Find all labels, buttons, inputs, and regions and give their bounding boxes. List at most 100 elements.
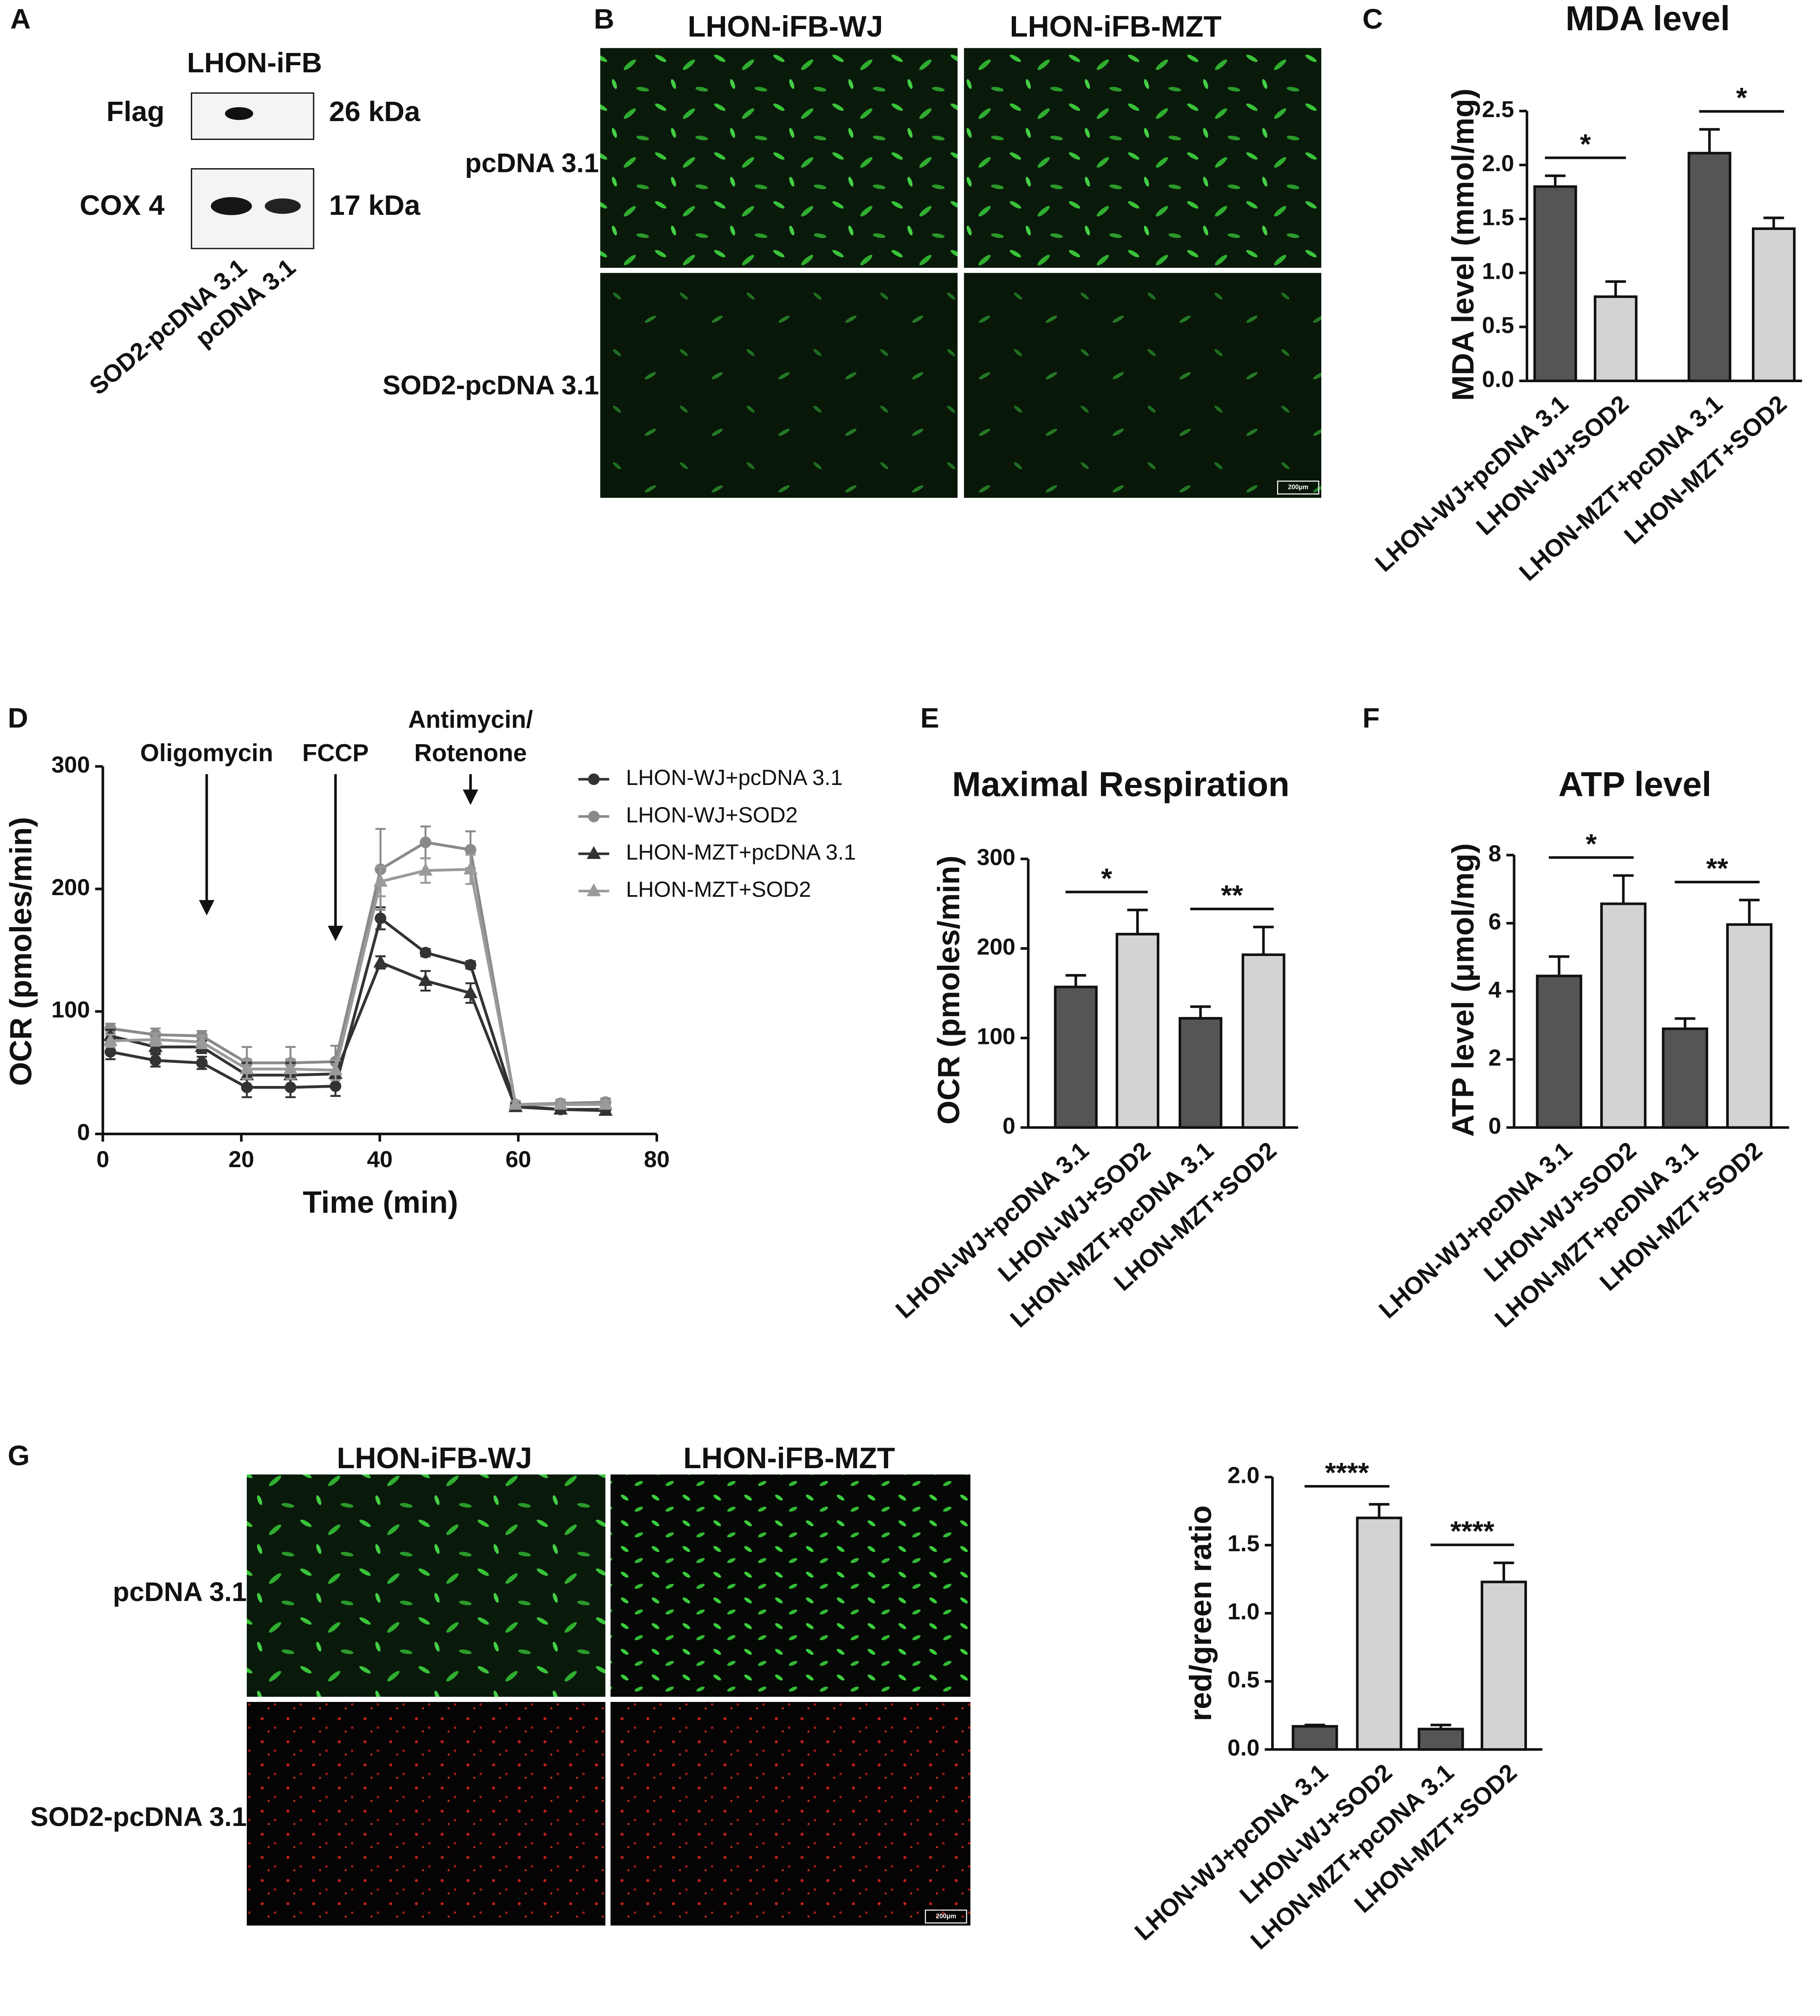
y-axis-label: OCR (pmoles/min) bbox=[931, 856, 966, 1125]
y-tick-label: 0.0 bbox=[1227, 1735, 1259, 1761]
legend-label: LHON-MZT+pcDNA 3.1 bbox=[626, 840, 856, 864]
bar bbox=[1241, 953, 1286, 1129]
legend-label: LHON-WJ+pcDNA 3.1 bbox=[626, 766, 843, 790]
error-bar bbox=[1613, 874, 1634, 904]
micrograph bbox=[964, 273, 1322, 498]
error-bar bbox=[1065, 974, 1086, 987]
blot-size: 26 kDa bbox=[329, 96, 420, 127]
y-tick-label: 0 bbox=[1003, 1112, 1016, 1139]
panel-label: B bbox=[594, 3, 614, 35]
bar bbox=[1726, 923, 1772, 1129]
bar bbox=[1054, 986, 1098, 1129]
scale-bar bbox=[925, 1909, 967, 1924]
micrograph bbox=[246, 1702, 606, 1926]
micrograph bbox=[600, 48, 958, 268]
marker bbox=[463, 985, 478, 999]
y-tick-label: 0.0 bbox=[1482, 366, 1514, 392]
panel-label: F bbox=[1362, 703, 1380, 734]
y-tick-label: 1.0 bbox=[1227, 1599, 1259, 1625]
annotation: Oligomycin bbox=[140, 740, 273, 767]
panel-label: A bbox=[10, 3, 31, 35]
error-bar bbox=[1699, 128, 1720, 153]
bar bbox=[1481, 1580, 1527, 1751]
error-bar bbox=[1549, 955, 1569, 976]
row-label: SOD2-pcDNA 3.1 bbox=[30, 1802, 247, 1832]
scale-bar-label: 200μm bbox=[936, 1913, 956, 1920]
chart-title: MDA level bbox=[1566, 0, 1730, 38]
annotation-arrow-head bbox=[328, 925, 344, 941]
y-tick-label: 300 bbox=[51, 751, 90, 777]
bar bbox=[1533, 185, 1577, 382]
error-bar bbox=[1675, 1017, 1696, 1029]
y-tick-label: 200 bbox=[977, 933, 1016, 959]
bar bbox=[1600, 902, 1647, 1129]
marker bbox=[373, 954, 388, 968]
significance-label: **** bbox=[1450, 1516, 1495, 1547]
x-tick-label: 80 bbox=[644, 1146, 669, 1172]
panel-label: G bbox=[8, 1440, 29, 1472]
series-line bbox=[110, 960, 606, 1112]
marker bbox=[420, 836, 431, 848]
y-tick-label: 4 bbox=[1488, 976, 1501, 1002]
y-tick-label: 1.5 bbox=[1227, 1530, 1259, 1556]
legend-label: LHON-MZT+SOD2 bbox=[626, 877, 811, 902]
significance-label: **** bbox=[1325, 1457, 1369, 1488]
y-axis-label: ATP level (μmol/mg) bbox=[1446, 843, 1480, 1137]
micrograph bbox=[964, 48, 1322, 268]
y-axis-label: MDA level (mmol/mg) bbox=[1446, 88, 1480, 401]
error-bar bbox=[1127, 909, 1148, 934]
row-label: pcDNA 3.1 bbox=[465, 148, 599, 178]
bar bbox=[1688, 152, 1732, 382]
blot-band bbox=[265, 198, 301, 214]
y-tick-label: 2.5 bbox=[1482, 96, 1514, 122]
y-axis-label: red/green ratio bbox=[1183, 1505, 1218, 1721]
error-bar bbox=[1493, 1562, 1514, 1582]
y-tick-label: 1.5 bbox=[1482, 204, 1514, 230]
column-label: LHON-iFB-WJ bbox=[688, 10, 883, 43]
blot-box bbox=[190, 92, 315, 140]
micrograph bbox=[246, 1474, 606, 1697]
x-tick-label: 0 bbox=[96, 1146, 109, 1172]
significance-label: * bbox=[1580, 129, 1591, 160]
marker bbox=[465, 844, 476, 856]
blot-band bbox=[225, 107, 254, 120]
scale-bar bbox=[1277, 481, 1320, 495]
bar bbox=[1662, 1027, 1709, 1129]
series-line bbox=[110, 916, 606, 1111]
marker bbox=[553, 1097, 568, 1110]
micrograph bbox=[610, 1702, 971, 1926]
x-axis-label: Time (min) bbox=[303, 1185, 458, 1220]
marker bbox=[148, 1032, 163, 1045]
panel-label: D bbox=[8, 703, 28, 734]
bar bbox=[1752, 227, 1796, 382]
bar bbox=[1356, 1517, 1402, 1751]
y-tick-label: 100 bbox=[51, 996, 90, 1023]
significance-label: * bbox=[1586, 828, 1597, 860]
marker bbox=[373, 874, 388, 887]
error-bar bbox=[1190, 1005, 1211, 1018]
bar bbox=[1418, 1728, 1464, 1751]
annotation: Rotenone bbox=[414, 740, 527, 767]
marker bbox=[587, 883, 601, 896]
blot-band bbox=[211, 197, 252, 215]
chart-title: ATP level bbox=[1558, 765, 1712, 804]
error-bar bbox=[1739, 898, 1760, 925]
bar bbox=[1178, 1017, 1222, 1129]
marker bbox=[195, 1034, 209, 1047]
panel-label: C bbox=[1362, 3, 1383, 35]
marker bbox=[420, 947, 431, 959]
marker bbox=[328, 1062, 343, 1075]
marker bbox=[149, 1054, 161, 1066]
y-tick-label: 0.5 bbox=[1227, 1667, 1259, 1693]
x-tick-label: 20 bbox=[228, 1146, 254, 1172]
error-bar bbox=[1253, 925, 1274, 955]
marker bbox=[418, 863, 433, 876]
error-bar bbox=[1763, 217, 1784, 229]
marker bbox=[588, 773, 600, 785]
row-label: pcDNA 3.1 bbox=[113, 1577, 247, 1607]
y-tick-label: 300 bbox=[977, 844, 1016, 870]
legend-label: LHON-WJ+SOD2 bbox=[626, 803, 798, 827]
y-tick-label: 0 bbox=[77, 1119, 90, 1145]
blot-size: 17 kDa bbox=[329, 190, 420, 221]
